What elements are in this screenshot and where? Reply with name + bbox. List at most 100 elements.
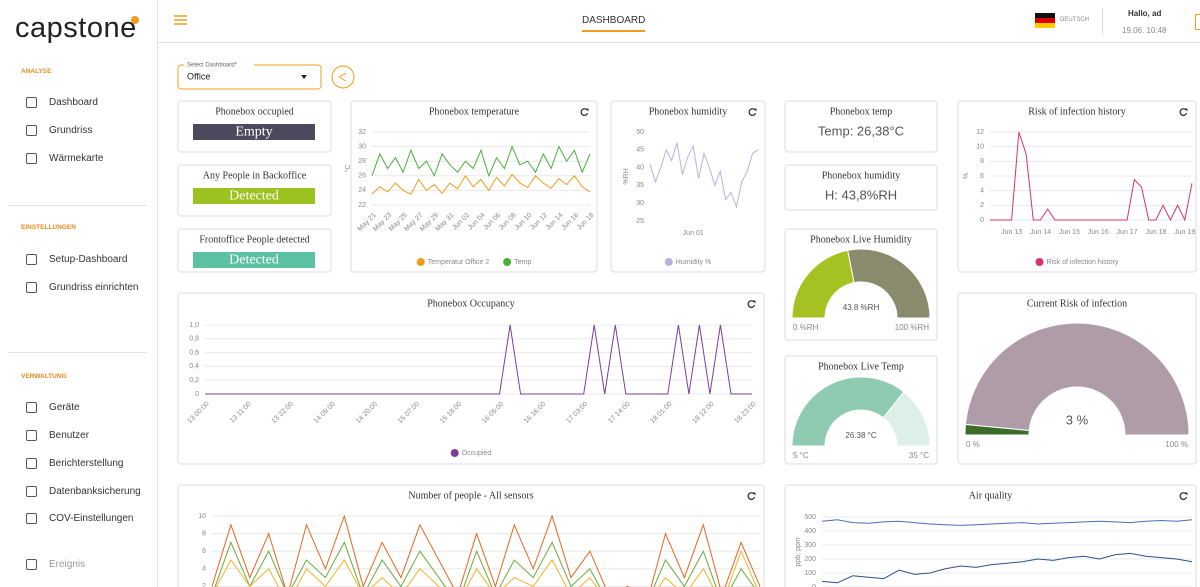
- line-series: [211, 514, 761, 587]
- y-tick-label: 35: [636, 182, 644, 189]
- y-tick-label: 25: [636, 218, 644, 225]
- y-tick-label: 0: [980, 217, 984, 224]
- refresh-icon[interactable]: [747, 300, 756, 309]
- y-tick-label: 4: [202, 566, 206, 573]
- share-icon: [338, 72, 347, 82]
- line-series: [990, 131, 1193, 222]
- card-title: Phonebox occupied: [215, 106, 294, 117]
- gauge-min: 0 %RH: [793, 323, 819, 332]
- gauge-label: 3 %: [1066, 413, 1089, 428]
- y-tick-label: 8: [202, 530, 206, 537]
- section-title: EINSTELLUNGEN: [21, 224, 76, 231]
- menu-icon: [26, 254, 37, 265]
- menu-item[interactable]: Benutzer: [49, 430, 90, 441]
- legend-label: Temperatur Office 2: [428, 259, 489, 266]
- refresh-icon[interactable]: [1179, 492, 1188, 501]
- legend-label: Occupied: [462, 450, 492, 457]
- x-tick-label: Jun 18: [1145, 229, 1166, 236]
- divider: [8, 205, 147, 206]
- status-bar: [193, 188, 315, 204]
- menu-icon: [26, 125, 37, 136]
- y-tick-label: 30: [358, 143, 366, 150]
- divider: [8, 352, 147, 353]
- gauge-track: [964, 322, 1190, 436]
- y-tick-label: 500: [804, 514, 816, 521]
- gauge-track: [882, 391, 931, 447]
- menu-item[interactable]: Setup-Dashboard: [49, 254, 128, 265]
- legend-swatch: [416, 258, 425, 266]
- legend-label: Humidity %: [676, 259, 711, 266]
- menu-item[interactable]: Geräte: [49, 402, 80, 413]
- card-title: Frontoffice People detected: [199, 234, 309, 245]
- card-title: Number of people - All sensors: [408, 490, 533, 501]
- menu-item[interactable]: Berichterstellung: [49, 458, 124, 469]
- menu-icon: [26, 402, 37, 413]
- y-axis-label: %: [963, 173, 970, 179]
- card-title: Phonebox Live Temp: [818, 361, 904, 372]
- x-tick-label: Jun 19: [1174, 229, 1195, 236]
- menu-item[interactable]: Grundriss: [49, 125, 93, 136]
- y-tick-label: 10: [198, 513, 206, 520]
- refresh-icon[interactable]: [1179, 108, 1188, 117]
- refresh-icon[interactable]: [748, 108, 757, 117]
- x-tick-label: Jun 01: [683, 230, 704, 237]
- menu-item[interactable]: COV-Einstellungen: [49, 513, 134, 524]
- card-title: Phonebox humidity: [649, 106, 728, 117]
- y-tick-label: 8: [980, 158, 984, 165]
- card: [957, 100, 1197, 273]
- menu-item[interactable]: Ereignis: [49, 559, 86, 570]
- legend: Risk of infection history: [1035, 258, 1119, 266]
- refresh-icon[interactable]: [747, 492, 756, 501]
- legend-swatch: [503, 258, 512, 266]
- y-tick-label: 22: [358, 202, 366, 209]
- card: [177, 292, 765, 465]
- menu-icon: [26, 486, 37, 497]
- y-tick-label: 4: [980, 188, 984, 195]
- legend-swatch: [664, 258, 673, 266]
- menu-item[interactable]: Dashboard: [49, 97, 98, 108]
- card-title: Phonebox Live Humidity: [810, 234, 912, 245]
- gauge-label: 43.8 %RH: [843, 303, 880, 312]
- legend: Temperatur Office 2 Temp: [416, 258, 531, 266]
- logo-dot: [131, 16, 139, 24]
- line-series: [215, 549, 758, 587]
- y-tick-label: 10: [976, 144, 984, 151]
- y-tick-label: 24: [358, 187, 366, 194]
- menu-item[interactable]: Grundriss einrichten: [49, 282, 139, 293]
- card-title: Phonebox temperature: [429, 106, 520, 117]
- y-tick-label: 200: [804, 556, 816, 563]
- y-tick-label: 0,8: [189, 336, 199, 343]
- share-button[interactable]: [331, 65, 355, 89]
- y-tick-label: 0,4: [189, 363, 199, 370]
- line-series: [205, 324, 752, 395]
- card: [177, 484, 765, 587]
- gauge-min: 0 %: [966, 440, 980, 449]
- menu-item[interactable]: Datenbanksicherung: [49, 486, 141, 497]
- status-value: Detected: [229, 253, 279, 268]
- line-series: [821, 519, 1193, 526]
- y-tick-label: 300: [804, 542, 816, 549]
- line-series: [821, 552, 1193, 584]
- legend-label: Temp: [514, 259, 531, 266]
- gauge-label: 26.38 °C: [845, 431, 876, 440]
- gauge-max: 35 °C: [909, 451, 929, 460]
- gauge-max: 100 %RH: [895, 323, 929, 332]
- user-bracket[interactable]: [1195, 14, 1200, 30]
- y-axis-label: %RH: [623, 168, 630, 184]
- y-axis-label: °C: [344, 165, 352, 173]
- language[interactable]: DEUTSCH: [1060, 17, 1090, 23]
- value-text: Temp: 26,38°C: [818, 123, 904, 138]
- gauge-min: 5 °C: [793, 451, 809, 460]
- gauge-track: [847, 248, 931, 319]
- menu-item[interactable]: Wärmekarte: [49, 153, 104, 164]
- menu-icon[interactable]: [174, 15, 187, 25]
- menu-icon: [26, 153, 37, 164]
- gauge-value: [964, 423, 1030, 436]
- refresh-arrow: [752, 492, 756, 496]
- y-tick-label: 0: [812, 584, 816, 587]
- label-bg: [184, 62, 254, 68]
- menu-icon: [26, 559, 37, 570]
- flag[interactable]: [1035, 13, 1055, 28]
- refresh-icon[interactable]: [580, 108, 589, 117]
